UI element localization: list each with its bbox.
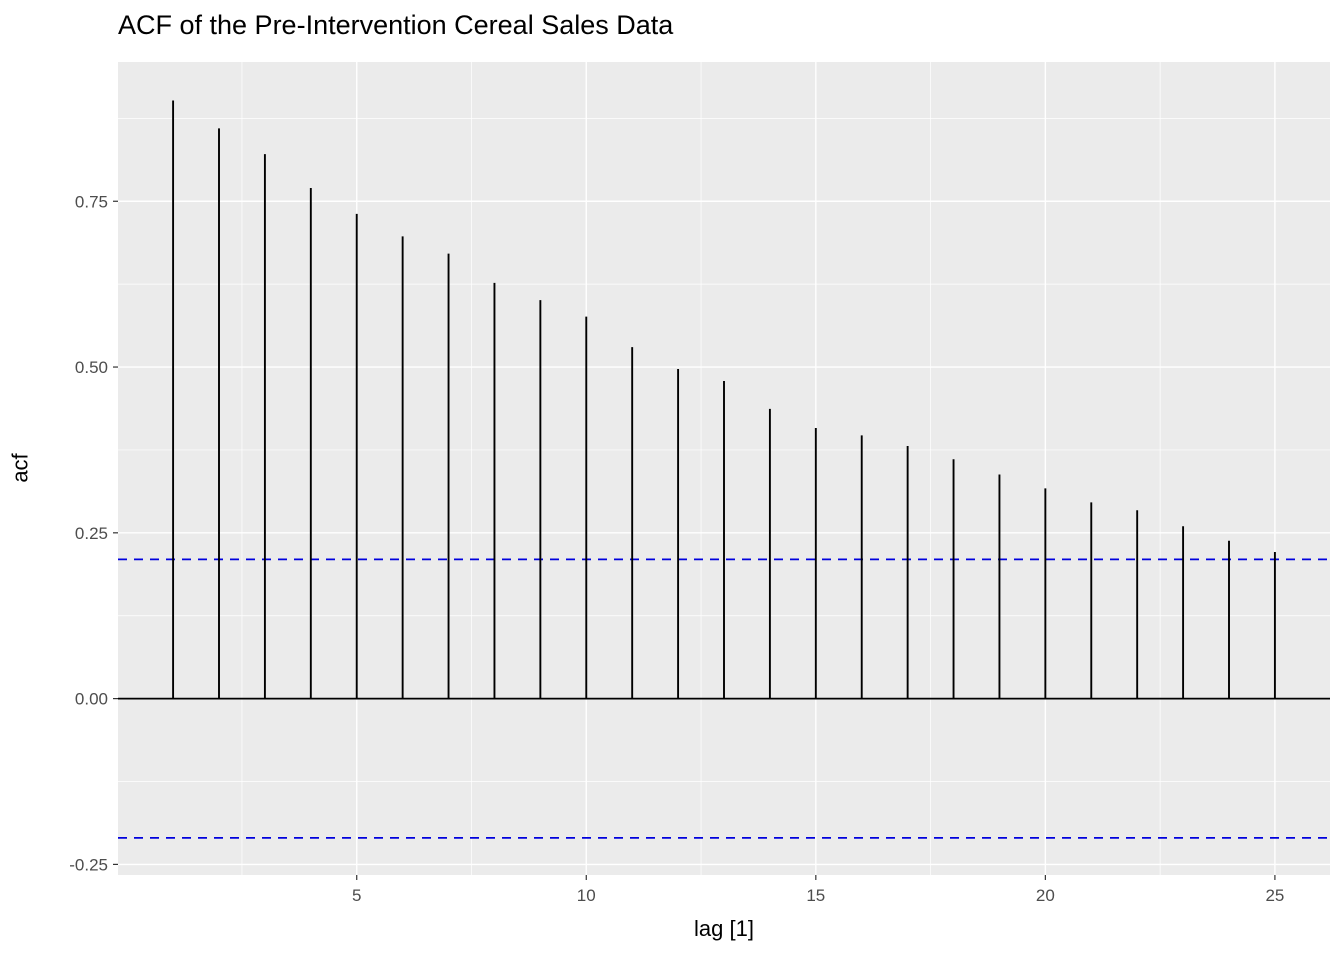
y-tick-label: 0.50: [75, 358, 108, 377]
x-tick-label: 20: [1036, 886, 1055, 905]
y-axis-title: acf: [7, 453, 33, 483]
x-tick-label: 25: [1265, 886, 1284, 905]
y-tick-label: 0.00: [75, 690, 108, 709]
x-tick-label: 10: [577, 886, 596, 905]
y-tick-label: 0.25: [75, 524, 108, 543]
y-tick-label: 0.75: [75, 192, 108, 211]
x-tick-label: 15: [806, 886, 825, 905]
x-tick-label: 5: [352, 886, 361, 905]
x-axis-title: lag [1]: [694, 916, 754, 941]
chart-title: ACF of the Pre-Intervention Cereal Sales…: [118, 10, 674, 40]
y-tick-label: -0.25: [69, 855, 108, 874]
